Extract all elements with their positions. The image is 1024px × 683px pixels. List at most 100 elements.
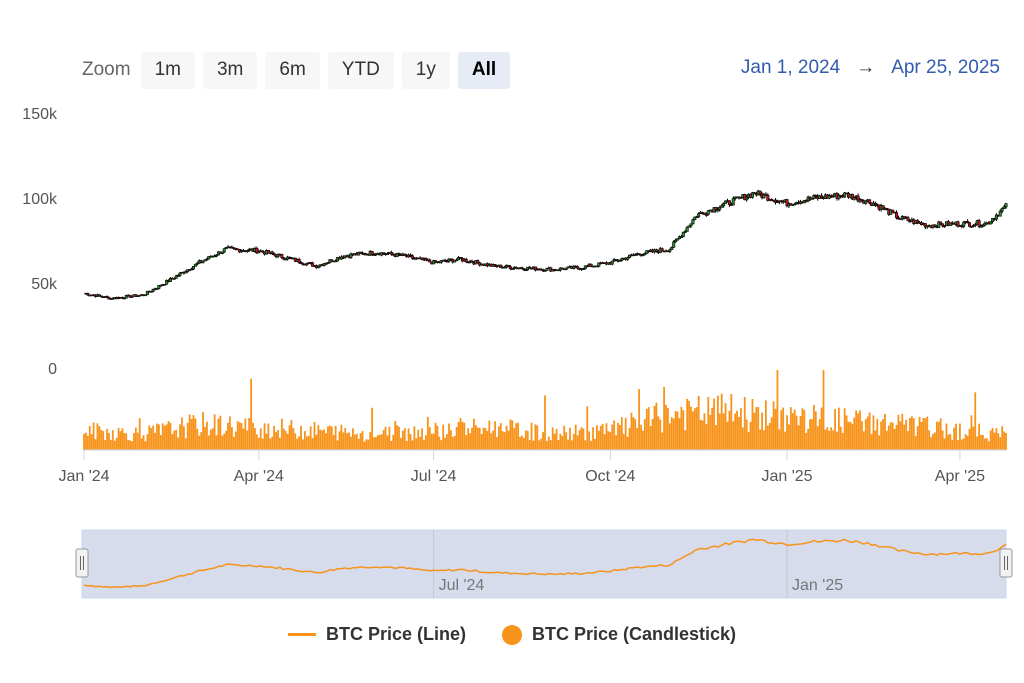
candle-body bbox=[326, 262, 330, 264]
candle-body bbox=[720, 205, 724, 208]
volume-bar bbox=[960, 439, 963, 450]
candle-body bbox=[99, 295, 103, 298]
volume-bar bbox=[626, 436, 629, 450]
candle-body bbox=[130, 295, 134, 298]
volume-bar bbox=[113, 440, 116, 450]
legend-item-line[interactable]: BTC Price (Line) bbox=[287, 624, 466, 645]
volume-bar bbox=[267, 423, 270, 450]
volume-bar bbox=[505, 425, 508, 450]
volume-bar bbox=[369, 431, 372, 450]
volume-bar bbox=[96, 423, 99, 450]
volume-bar bbox=[250, 378, 253, 450]
zoom-3m-button[interactable]: 3m bbox=[202, 51, 258, 89]
navigator-left-handle[interactable] bbox=[75, 548, 89, 578]
volume-bar bbox=[688, 400, 690, 450]
volume-series bbox=[83, 370, 1007, 450]
range-to-input[interactable]: Apr 25, 2025 bbox=[891, 57, 1000, 78]
candle-body bbox=[545, 267, 549, 271]
volume-bar bbox=[995, 428, 998, 450]
volume-bar bbox=[279, 437, 281, 450]
volume-bar bbox=[582, 428, 585, 450]
volume-bar bbox=[200, 432, 203, 450]
volume-bar bbox=[774, 408, 777, 450]
volume-bar bbox=[313, 421, 316, 450]
zoom-6m-button[interactable]: 6m bbox=[265, 51, 320, 89]
candle-body bbox=[143, 294, 147, 297]
volume-bar bbox=[651, 418, 654, 450]
volume-bar bbox=[215, 435, 218, 450]
volume-bar bbox=[534, 424, 537, 450]
candle-body bbox=[620, 258, 624, 261]
candle-body bbox=[215, 254, 219, 257]
volume-bar bbox=[782, 407, 785, 450]
candle-body bbox=[689, 223, 693, 227]
zoom-all-button[interactable]: All bbox=[457, 51, 511, 89]
volume-bar bbox=[676, 411, 679, 450]
navigator-right-handle[interactable] bbox=[999, 548, 1013, 578]
volume-bar bbox=[555, 429, 558, 450]
volume-bar bbox=[638, 389, 641, 450]
candle-body bbox=[1002, 206, 1006, 209]
volume-bar bbox=[507, 430, 510, 450]
volume-bar bbox=[820, 407, 823, 450]
volume-bar bbox=[315, 434, 318, 450]
volume-bar bbox=[302, 439, 304, 450]
candle-body bbox=[195, 262, 199, 265]
candle-body bbox=[939, 221, 943, 225]
volume-bar bbox=[955, 423, 957, 450]
candle-body bbox=[560, 267, 564, 270]
zoom-1m-button[interactable]: 1m bbox=[140, 51, 195, 89]
candle-body bbox=[852, 197, 856, 200]
candle-body bbox=[207, 255, 211, 260]
volume-bar bbox=[305, 436, 308, 450]
candle-body bbox=[989, 221, 993, 225]
volume-bar bbox=[471, 427, 473, 450]
zoom-1y-button[interactable]: 1y bbox=[401, 51, 450, 89]
volume-bar bbox=[442, 424, 445, 450]
candle-body bbox=[149, 291, 153, 293]
volume-bar bbox=[620, 417, 623, 450]
candle-body bbox=[856, 195, 860, 202]
volume-bar bbox=[396, 425, 398, 450]
volume-bar bbox=[100, 429, 103, 450]
volume-bar bbox=[836, 431, 838, 450]
volume-bar bbox=[763, 430, 765, 450]
volume-bar bbox=[788, 424, 790, 450]
volume-bar bbox=[277, 430, 279, 450]
volume-bar bbox=[359, 433, 362, 450]
volume-bar bbox=[290, 419, 293, 450]
candle-body bbox=[299, 262, 303, 265]
candle-body bbox=[395, 252, 399, 257]
volume-bar bbox=[970, 415, 973, 450]
chart-legend: BTC Price (Line) BTC Price (Candlestick) bbox=[0, 624, 1024, 645]
y-tick-label: 100k bbox=[22, 191, 58, 208]
volume-bar bbox=[321, 430, 324, 450]
volume-bar bbox=[693, 408, 696, 450]
volume-bar bbox=[238, 422, 241, 450]
volume-bar bbox=[899, 421, 902, 450]
volume-bar bbox=[419, 436, 422, 450]
volume-bar bbox=[630, 412, 633, 450]
candle-body bbox=[370, 250, 374, 256]
volume-bar bbox=[572, 433, 575, 450]
candle-body bbox=[597, 262, 601, 267]
volume-bar bbox=[513, 428, 516, 450]
legend-item-candlestick[interactable]: BTC Price (Candlestick) bbox=[501, 624, 736, 645]
volume-bar bbox=[791, 413, 794, 450]
candle-body bbox=[981, 224, 985, 227]
volume-bar bbox=[353, 434, 356, 450]
candle-body bbox=[674, 239, 678, 243]
candle-body bbox=[499, 264, 503, 269]
volume-bar bbox=[142, 435, 145, 450]
volume-bar bbox=[930, 437, 932, 450]
candle-body bbox=[272, 253, 276, 256]
volume-bar bbox=[104, 440, 107, 450]
candle-body bbox=[793, 203, 797, 206]
navigator-tick-label: Jan '25 bbox=[792, 577, 843, 594]
range-from-input[interactable]: Jan 1, 2024 bbox=[740, 57, 841, 78]
volume-bar bbox=[613, 420, 616, 450]
zoom-ytd-button[interactable]: YTD bbox=[327, 51, 394, 89]
candle-body bbox=[758, 190, 762, 195]
volume-bar bbox=[897, 414, 900, 450]
navigator-line bbox=[83, 538, 1007, 589]
